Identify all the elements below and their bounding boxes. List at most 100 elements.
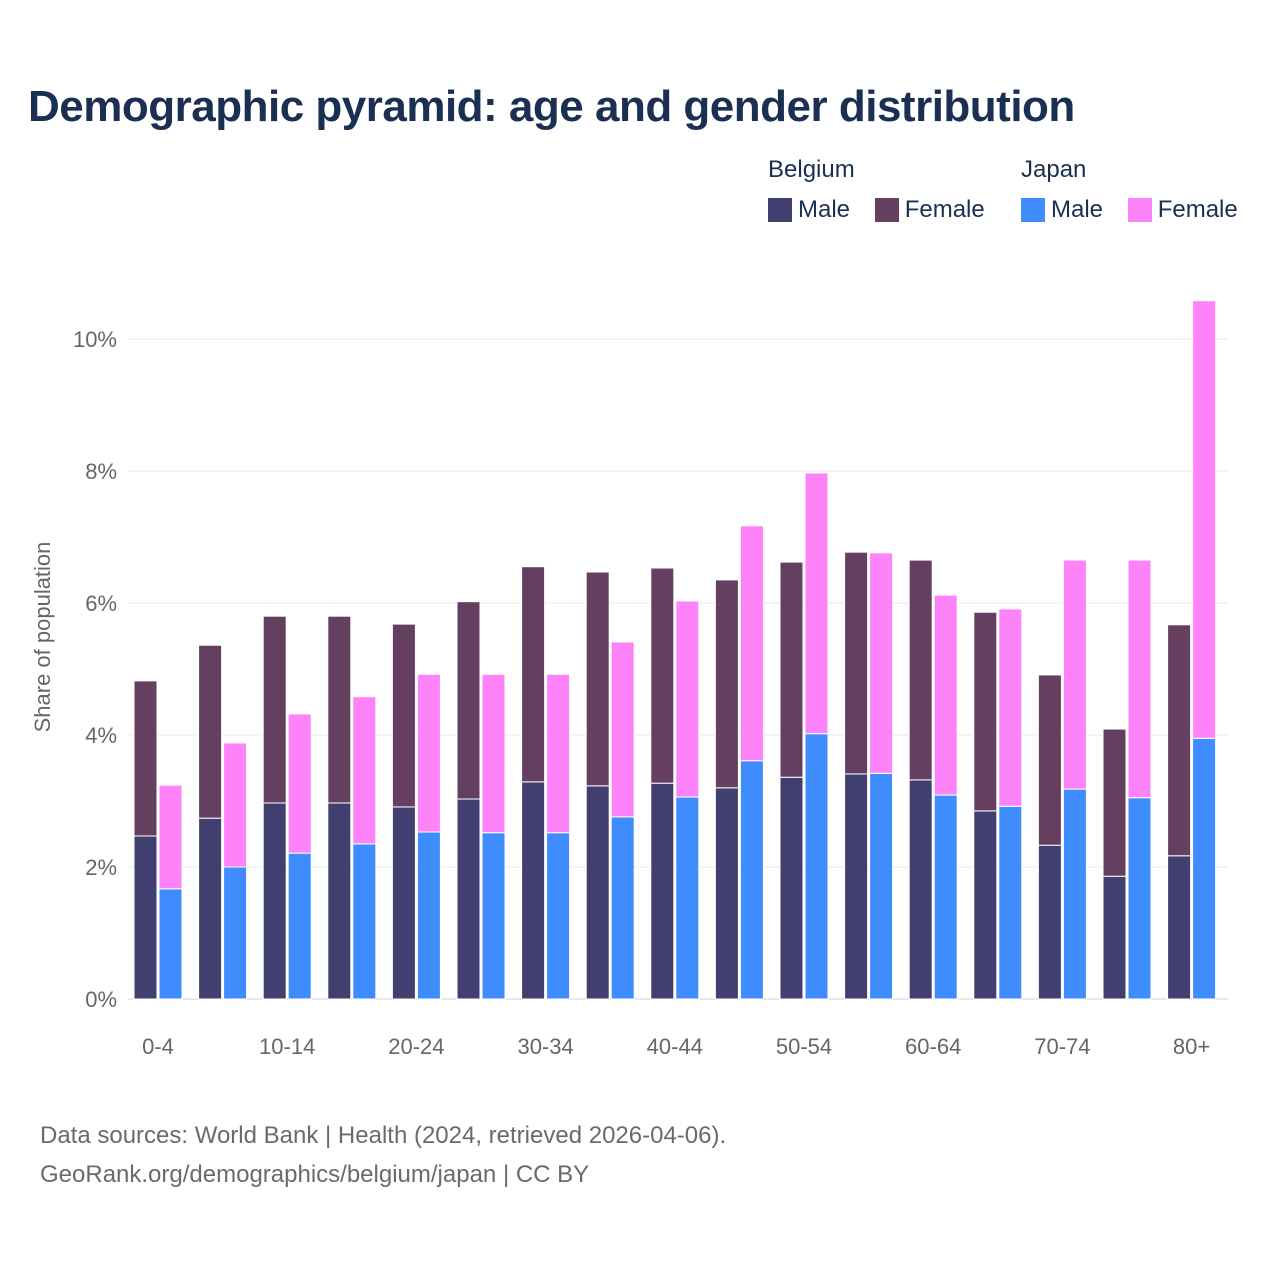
bar-japan-male-5-9[interactable] xyxy=(223,866,248,1000)
bar-belgium-female-30-34[interactable] xyxy=(521,566,546,783)
bar-belgium-male-45-49[interactable] xyxy=(714,787,739,1000)
bar-japan-female-30-34[interactable] xyxy=(546,673,571,834)
bar-belgium-male-55-59[interactable] xyxy=(844,773,869,1000)
bar-japan-male-15-19[interactable] xyxy=(352,843,377,1000)
bar-belgium-female-50-54[interactable] xyxy=(779,561,804,778)
bar-japan-male-60-64[interactable] xyxy=(933,794,958,1000)
bar-japan-male-20-24[interactable] xyxy=(416,831,441,1000)
legend-swatch xyxy=(874,198,899,222)
source-note: Data sources: World Bank | Health (2024,… xyxy=(40,1116,726,1194)
bar-japan-male-55-59[interactable] xyxy=(869,772,894,1000)
bar-japan-female-35-39[interactable] xyxy=(610,641,635,818)
y-tick-label: 6% xyxy=(85,591,117,616)
bar-belgium-male-0-4[interactable] xyxy=(133,835,158,1000)
y-axis-label: Share of population xyxy=(30,542,55,733)
bar-japan-female-40-44[interactable] xyxy=(675,600,700,798)
bar-japan-female-5-9[interactable] xyxy=(223,742,248,868)
bar-japan-male-0-4[interactable] xyxy=(158,888,183,1000)
bar-japan-male-75-79[interactable] xyxy=(1127,797,1152,1000)
legend-item-belgium-female[interactable]: Female xyxy=(874,196,985,224)
bar-japan-male-70-74[interactable] xyxy=(1062,788,1087,1000)
bar-japan-male-50-54[interactable] xyxy=(804,733,829,1000)
bar-belgium-male-80+[interactable] xyxy=(1167,855,1192,1000)
y-tick-label: 0% xyxy=(85,987,117,1012)
bar-belgium-male-35-39[interactable] xyxy=(585,785,610,1000)
bar-belgium-male-20-24[interactable] xyxy=(391,806,416,1000)
legend-label: Male xyxy=(1051,196,1104,223)
bar-belgium-male-30-34[interactable] xyxy=(521,781,546,1000)
legend-label: Female xyxy=(904,196,985,223)
bar-japan-female-15-19[interactable] xyxy=(352,696,377,845)
y-tick-label: 2% xyxy=(85,855,117,880)
chart-title: Demographic pyramid: age and gender dist… xyxy=(28,82,1075,131)
bar-belgium-female-45-49[interactable] xyxy=(714,579,739,789)
bar-japan-female-45-49[interactable] xyxy=(739,525,764,762)
source-link[interactable]: GeoRank.org/demographics/belgium/japan |… xyxy=(40,1161,590,1188)
x-tick-label: 30-34 xyxy=(517,1034,573,1059)
bar-belgium-male-15-19[interactable] xyxy=(327,802,352,1000)
bar-belgium-male-25-29[interactable] xyxy=(456,798,481,1000)
bar-japan-male-30-34[interactable] xyxy=(546,832,571,1000)
legend-label: Male xyxy=(798,196,851,223)
bar-japan-female-75-79[interactable] xyxy=(1127,559,1152,799)
bar-japan-female-10-14[interactable] xyxy=(287,713,312,854)
bar-japan-male-25-29[interactable] xyxy=(481,832,506,1000)
bar-belgium-female-15-19[interactable] xyxy=(327,615,352,804)
bar-belgium-female-20-24[interactable] xyxy=(391,623,416,808)
bar-belgium-male-50-54[interactable] xyxy=(779,776,804,1000)
bar-belgium-male-5-9[interactable] xyxy=(198,817,223,1000)
x-tick-label: 0-4 xyxy=(142,1034,174,1059)
bar-japan-female-70-74[interactable] xyxy=(1062,559,1087,790)
bar-belgium-female-60-64[interactable] xyxy=(908,559,933,781)
bar-japan-male-40-44[interactable] xyxy=(675,796,700,1000)
legend-belgium: Belgium Male Female xyxy=(768,156,1003,229)
bar-belgium-female-55-59[interactable] xyxy=(844,551,869,775)
bar-japan-female-0-4[interactable] xyxy=(158,784,183,890)
bar-belgium-male-70-74[interactable] xyxy=(1037,844,1062,1000)
bar-japan-female-20-24[interactable] xyxy=(416,673,441,833)
bar-belgium-female-75-79[interactable] xyxy=(1102,728,1127,877)
source-line: Data sources: World Bank | Health (2024,… xyxy=(40,1122,727,1149)
legend-label: Female xyxy=(1157,196,1238,223)
legend-swatch xyxy=(768,198,792,222)
x-tick-label: 50-54 xyxy=(776,1034,832,1059)
bar-belgium-female-70-74[interactable] xyxy=(1037,674,1062,846)
x-tick-label: 70-74 xyxy=(1034,1034,1090,1059)
bar-japan-female-80+[interactable] xyxy=(1192,300,1217,739)
legend-group-label: Belgium xyxy=(768,156,855,183)
bar-belgium-male-75-79[interactable] xyxy=(1102,875,1127,1000)
x-tick-label: 40-44 xyxy=(647,1034,703,1059)
bar-japan-male-10-14[interactable] xyxy=(287,852,312,1000)
bar-belgium-female-25-29[interactable] xyxy=(456,601,481,800)
bar-japan-female-65-69[interactable] xyxy=(998,608,1023,807)
y-tick-label: 8% xyxy=(85,459,117,484)
legend-swatch xyxy=(1127,198,1152,222)
bar-japan-male-80+[interactable] xyxy=(1192,737,1217,1000)
bar-japan-female-50-54[interactable] xyxy=(804,472,829,735)
x-tick-label: 10-14 xyxy=(259,1034,315,1059)
bar-belgium-female-0-4[interactable] xyxy=(133,680,158,837)
bar-belgium-female-35-39[interactable] xyxy=(585,571,610,787)
legend-group-label: Japan xyxy=(1021,156,1087,183)
bar-belgium-male-40-44[interactable] xyxy=(650,782,675,1000)
bar-belgium-male-10-14[interactable] xyxy=(262,802,287,1000)
bar-japan-female-55-59[interactable] xyxy=(869,552,894,774)
bar-belgium-female-5-9[interactable] xyxy=(198,644,223,819)
bar-japan-female-25-29[interactable] xyxy=(481,673,506,834)
plot-area: 0% 2% 4% 6% 8% 10% 0-4 10-14 20-24 30-34 40-44 50-… xyxy=(30,300,1228,1059)
legend-item-belgium-male[interactable]: Male xyxy=(768,196,850,224)
bar-japan-female-60-64[interactable] xyxy=(933,594,958,796)
legend-item-japan-male[interactable]: Male xyxy=(1021,196,1103,224)
bar-belgium-male-65-69[interactable] xyxy=(973,810,998,1000)
legend-item-japan-female[interactable]: Female xyxy=(1127,196,1238,224)
bar-belgium-female-65-69[interactable] xyxy=(973,611,998,812)
bar-belgium-female-10-14[interactable] xyxy=(262,615,287,804)
bar-japan-male-65-69[interactable] xyxy=(998,805,1023,1000)
bar-belgium-female-40-44[interactable] xyxy=(650,567,675,784)
legend-japan: Japan Male Female xyxy=(1021,156,1238,229)
bar-belgium-female-80+[interactable] xyxy=(1167,624,1192,857)
y-tick-label: 4% xyxy=(85,723,117,748)
bar-belgium-male-60-64[interactable] xyxy=(908,779,933,1000)
bar-japan-male-35-39[interactable] xyxy=(610,816,635,1000)
bar-japan-male-45-49[interactable] xyxy=(739,760,764,1000)
